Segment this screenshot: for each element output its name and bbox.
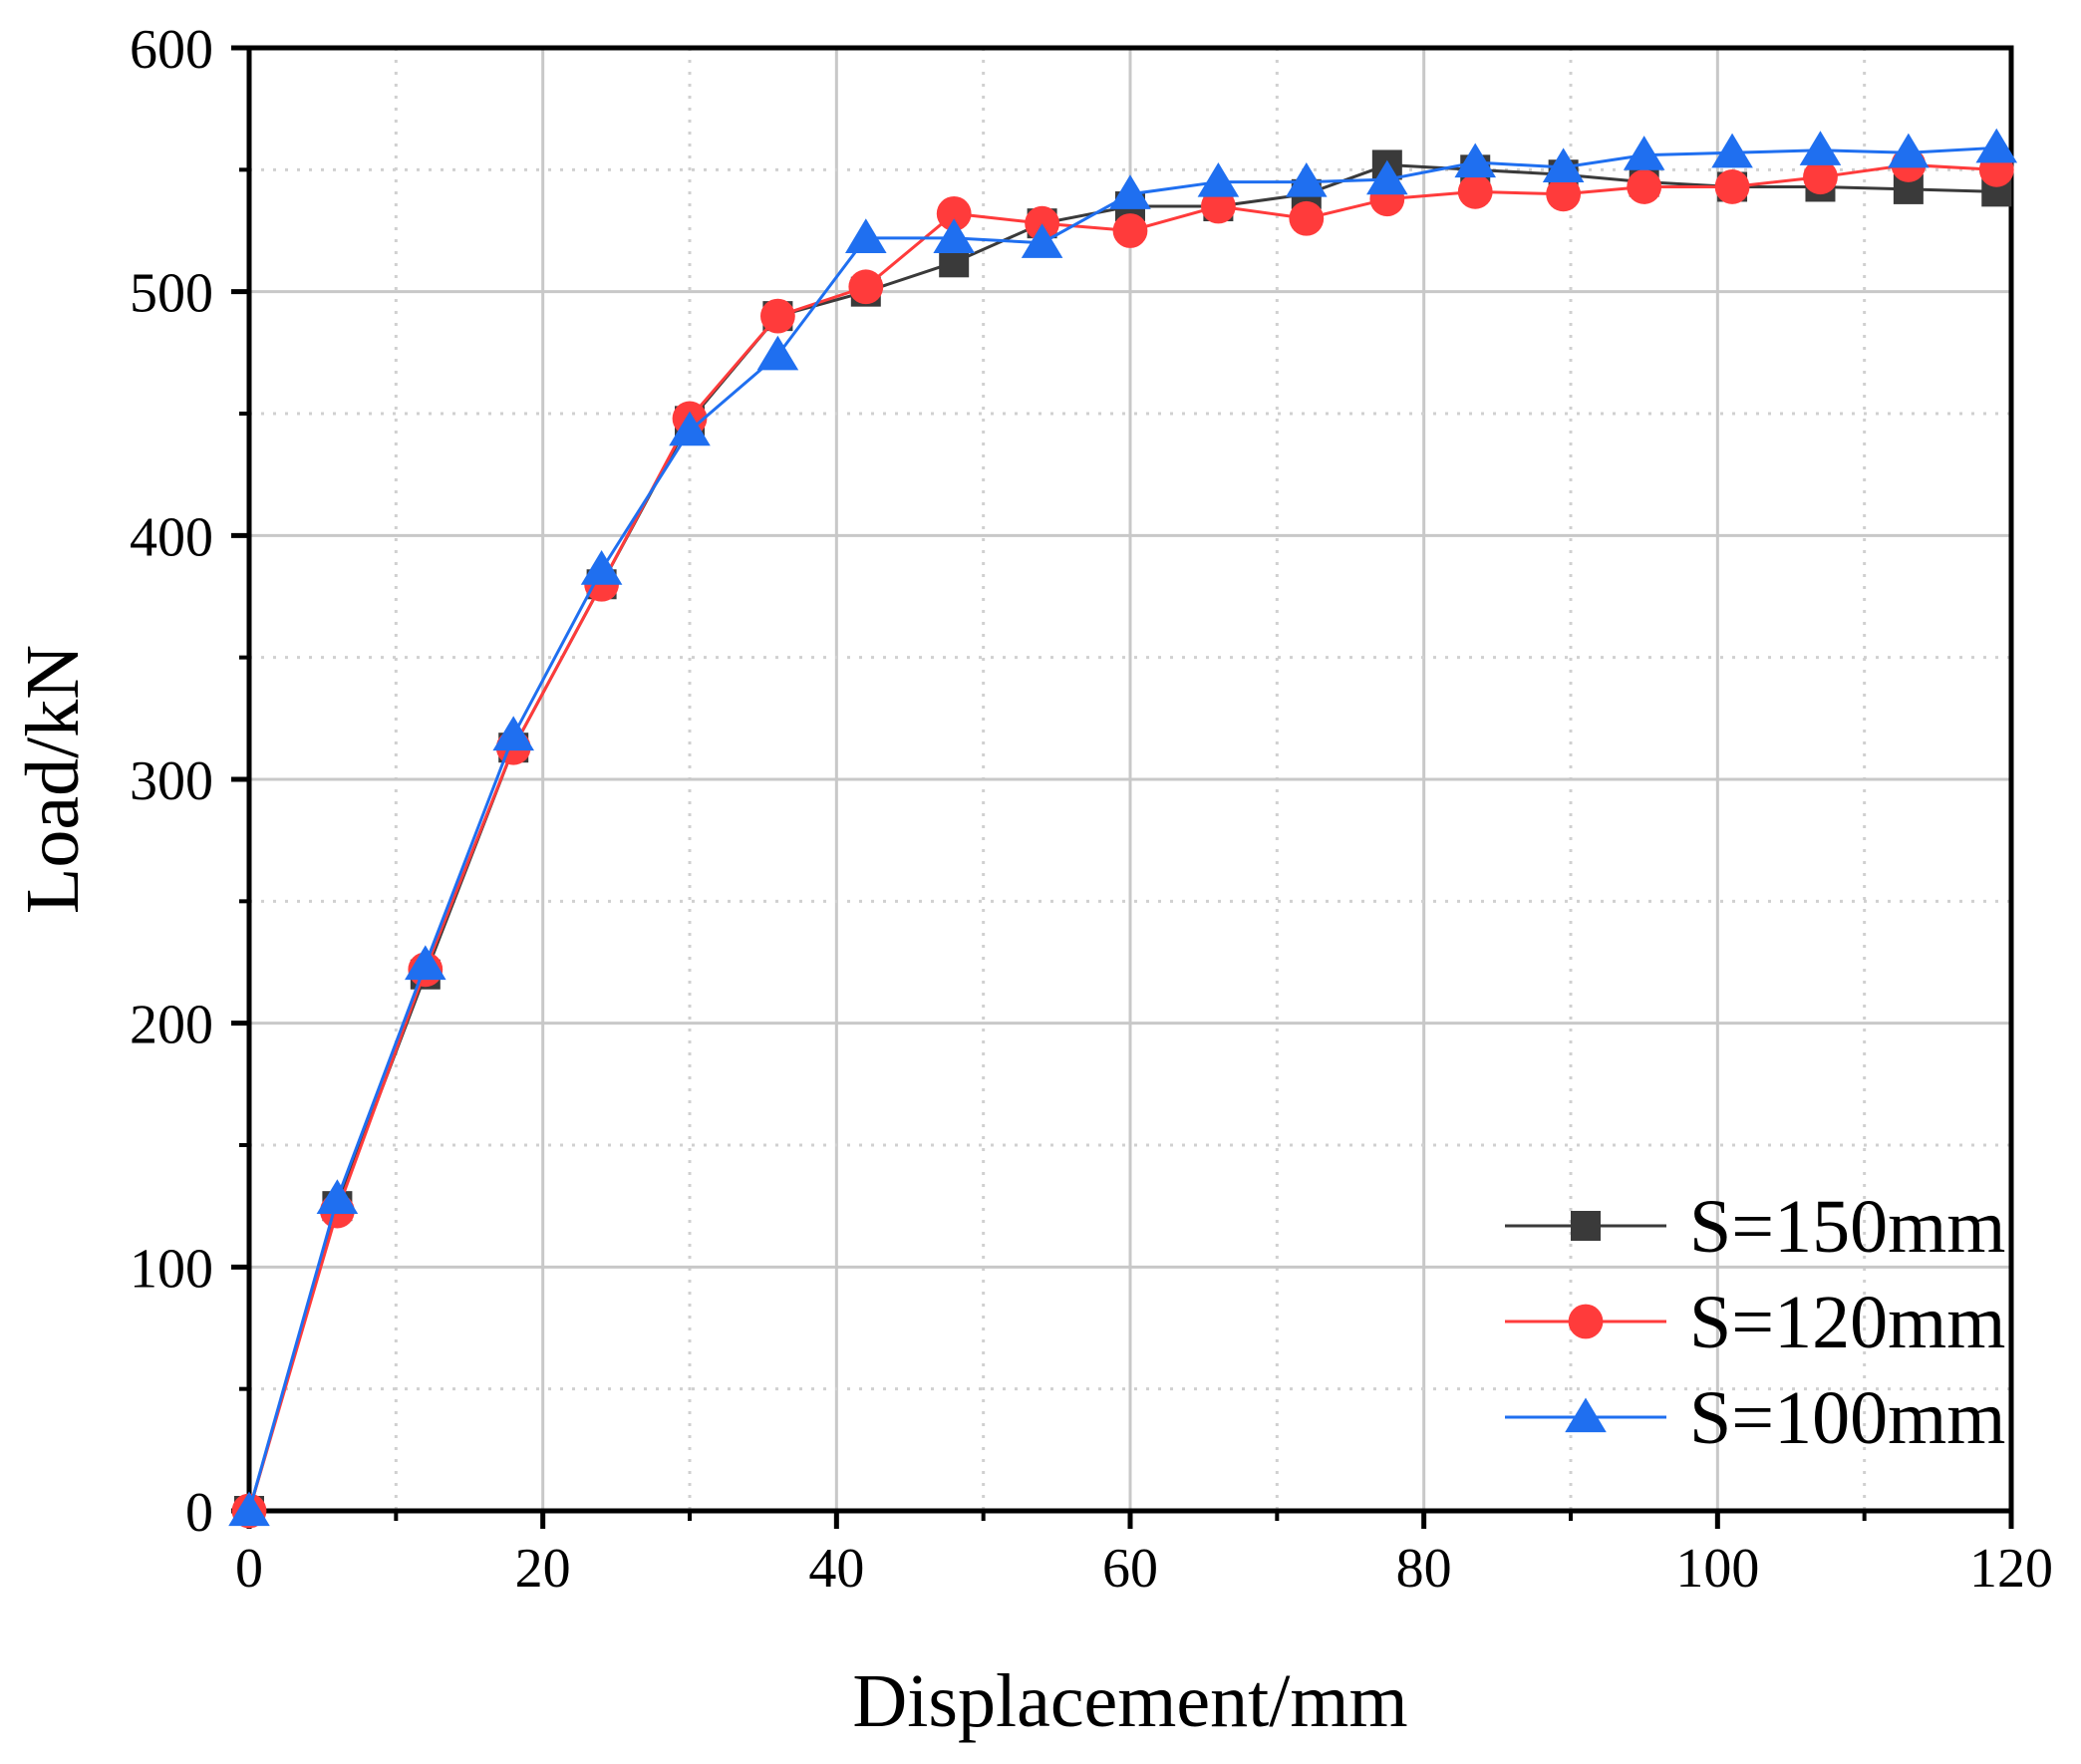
data-point <box>228 1491 270 1527</box>
data-point <box>1803 159 1838 195</box>
data-point <box>1714 169 1750 204</box>
data-point <box>1366 159 1408 195</box>
y-tick-label: 300 <box>130 750 213 812</box>
data-point <box>1623 136 1665 170</box>
data-point <box>1711 133 1753 168</box>
x-tick-label: 120 <box>1969 1538 2053 1600</box>
data-point <box>756 335 799 371</box>
legend-label: S=100mm <box>1689 1376 2005 1460</box>
grid <box>249 48 2011 1511</box>
legend-item: S=150mm <box>1505 1185 2005 1269</box>
data-point <box>1286 162 1328 197</box>
series-triangle <box>228 128 2018 1527</box>
data-point <box>845 218 887 253</box>
legend-item: S=100mm <box>1505 1376 2005 1460</box>
y-tick-label: 400 <box>130 506 213 568</box>
legend-label: S=150mm <box>1689 1185 2005 1269</box>
x-tick-label: 40 <box>808 1538 864 1600</box>
y-tick-label: 200 <box>130 995 213 1056</box>
data-point <box>1546 176 1582 212</box>
y-tick-label: 0 <box>185 1482 213 1544</box>
x-tick-label: 20 <box>515 1538 571 1600</box>
x-tick-label: 80 <box>1396 1538 1452 1600</box>
legend-label: S=120mm <box>1689 1281 2005 1364</box>
data-point <box>1289 200 1325 236</box>
data-point <box>1799 131 1842 165</box>
data-point <box>1021 223 1063 258</box>
data-point <box>1542 147 1585 183</box>
ticks: 0 20 40 60 80 100 120 0 100 200 300 400 500 600 <box>130 19 2053 1600</box>
legend: S=150mm S=120mm S=100mm <box>1505 1185 2005 1460</box>
data-point <box>1201 188 1236 224</box>
data-point <box>405 945 446 981</box>
data-point <box>1109 174 1151 209</box>
x-tick-label: 100 <box>1675 1538 1759 1600</box>
data-point <box>492 716 534 751</box>
data-point <box>933 218 975 253</box>
data-point <box>1454 143 1497 178</box>
y-tick-label: 600 <box>130 19 213 81</box>
data-point <box>760 298 795 334</box>
data-point <box>1197 162 1240 197</box>
data-point <box>1112 213 1148 248</box>
data-point <box>936 195 972 231</box>
data-point <box>1457 173 1493 209</box>
legend-marker <box>1571 1211 1601 1241</box>
data-point <box>316 1179 359 1214</box>
legend-marker <box>1565 1397 1607 1433</box>
y-tick-label: 100 <box>130 1238 213 1300</box>
data-point <box>1627 169 1662 204</box>
data-point <box>580 550 623 585</box>
legend-item: S=120mm <box>1505 1281 2005 1364</box>
data-point <box>1025 205 1059 241</box>
data-point <box>848 269 884 305</box>
series-layer <box>228 128 2018 1529</box>
x-tick-label: 60 <box>1102 1538 1158 1600</box>
data-point <box>1888 133 1930 168</box>
data-point <box>1975 128 2018 163</box>
y-tick-label: 500 <box>130 263 213 325</box>
legend-marker <box>1568 1304 1604 1339</box>
x-axis-title: Displacement/mm <box>852 1659 1407 1743</box>
y-axis-title: Load/kN <box>11 645 95 914</box>
x-tick-label: 0 <box>235 1538 263 1600</box>
data-point <box>669 411 711 446</box>
